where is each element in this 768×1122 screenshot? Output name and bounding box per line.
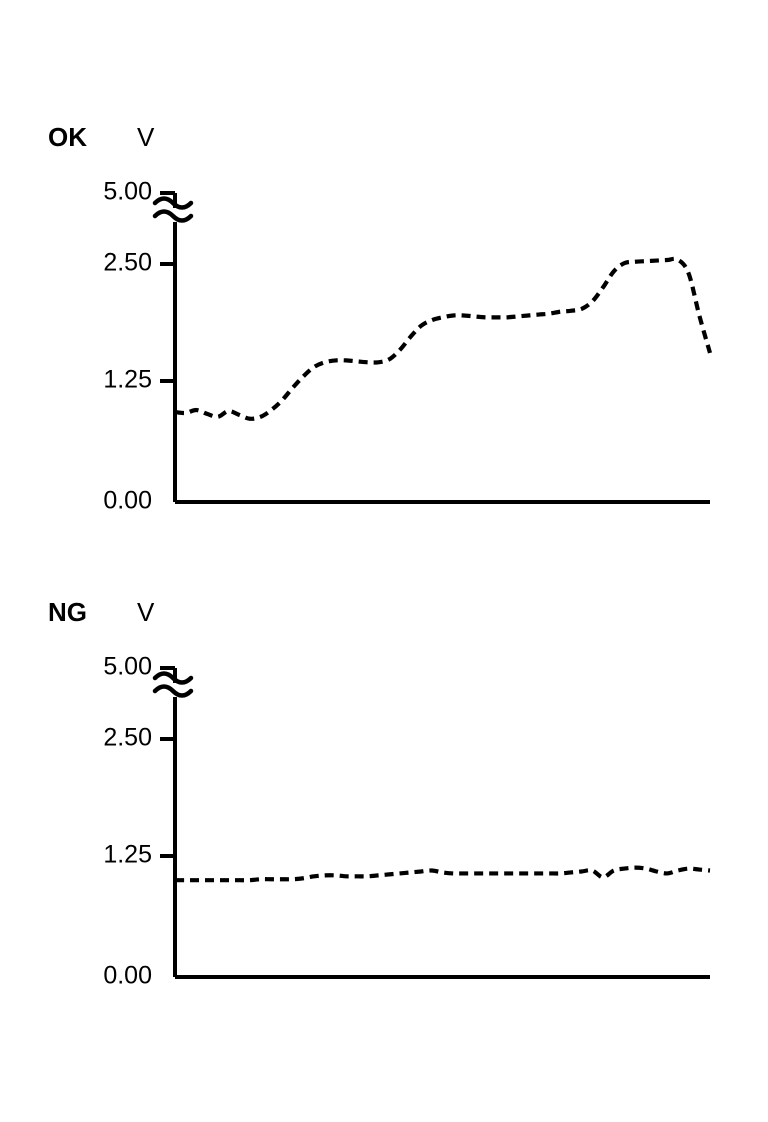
tick-label-125-ng: 1.25 (103, 841, 152, 869)
panel-title-ng: NG (48, 597, 87, 627)
panel-title-ok: OK (48, 122, 87, 152)
chart-panel-ng: NG V 5.00 2.50 1.25 0.00 (0, 475, 768, 1035)
axis-break-wave-upper-ok (152, 196, 194, 210)
panel-unit-ok: V (137, 122, 155, 152)
tick-label-500-ng: 5.00 (103, 653, 152, 681)
tick-label-250-ok: 2.50 (103, 249, 152, 277)
axis-break-wave-lower-ng (152, 684, 194, 698)
panel-unit-ng: V (137, 597, 155, 627)
data-curve-ok (174, 256, 713, 421)
tick-label-125-ok: 1.25 (103, 366, 152, 394)
tick-label-500-ok: 5.00 (103, 178, 152, 206)
chart-panel-ok: OK V 5.00 2.50 1.25 0.00 (0, 0, 768, 560)
tick-label-250-ng: 2.50 (103, 724, 152, 752)
axis-break-wave-lower-ok (152, 209, 194, 223)
plot-area-ng: 5.00 2.50 1.25 0.00 (103, 653, 711, 990)
tick-label-000-ok: 0.00 (103, 487, 152, 515)
data-curve-ng (175, 865, 711, 883)
tick-label-000-ng: 0.00 (103, 962, 152, 990)
plot-area-ok: 5.00 2.50 1.25 0.00 (103, 178, 713, 515)
axis-break-wave-upper-ng (152, 671, 194, 685)
